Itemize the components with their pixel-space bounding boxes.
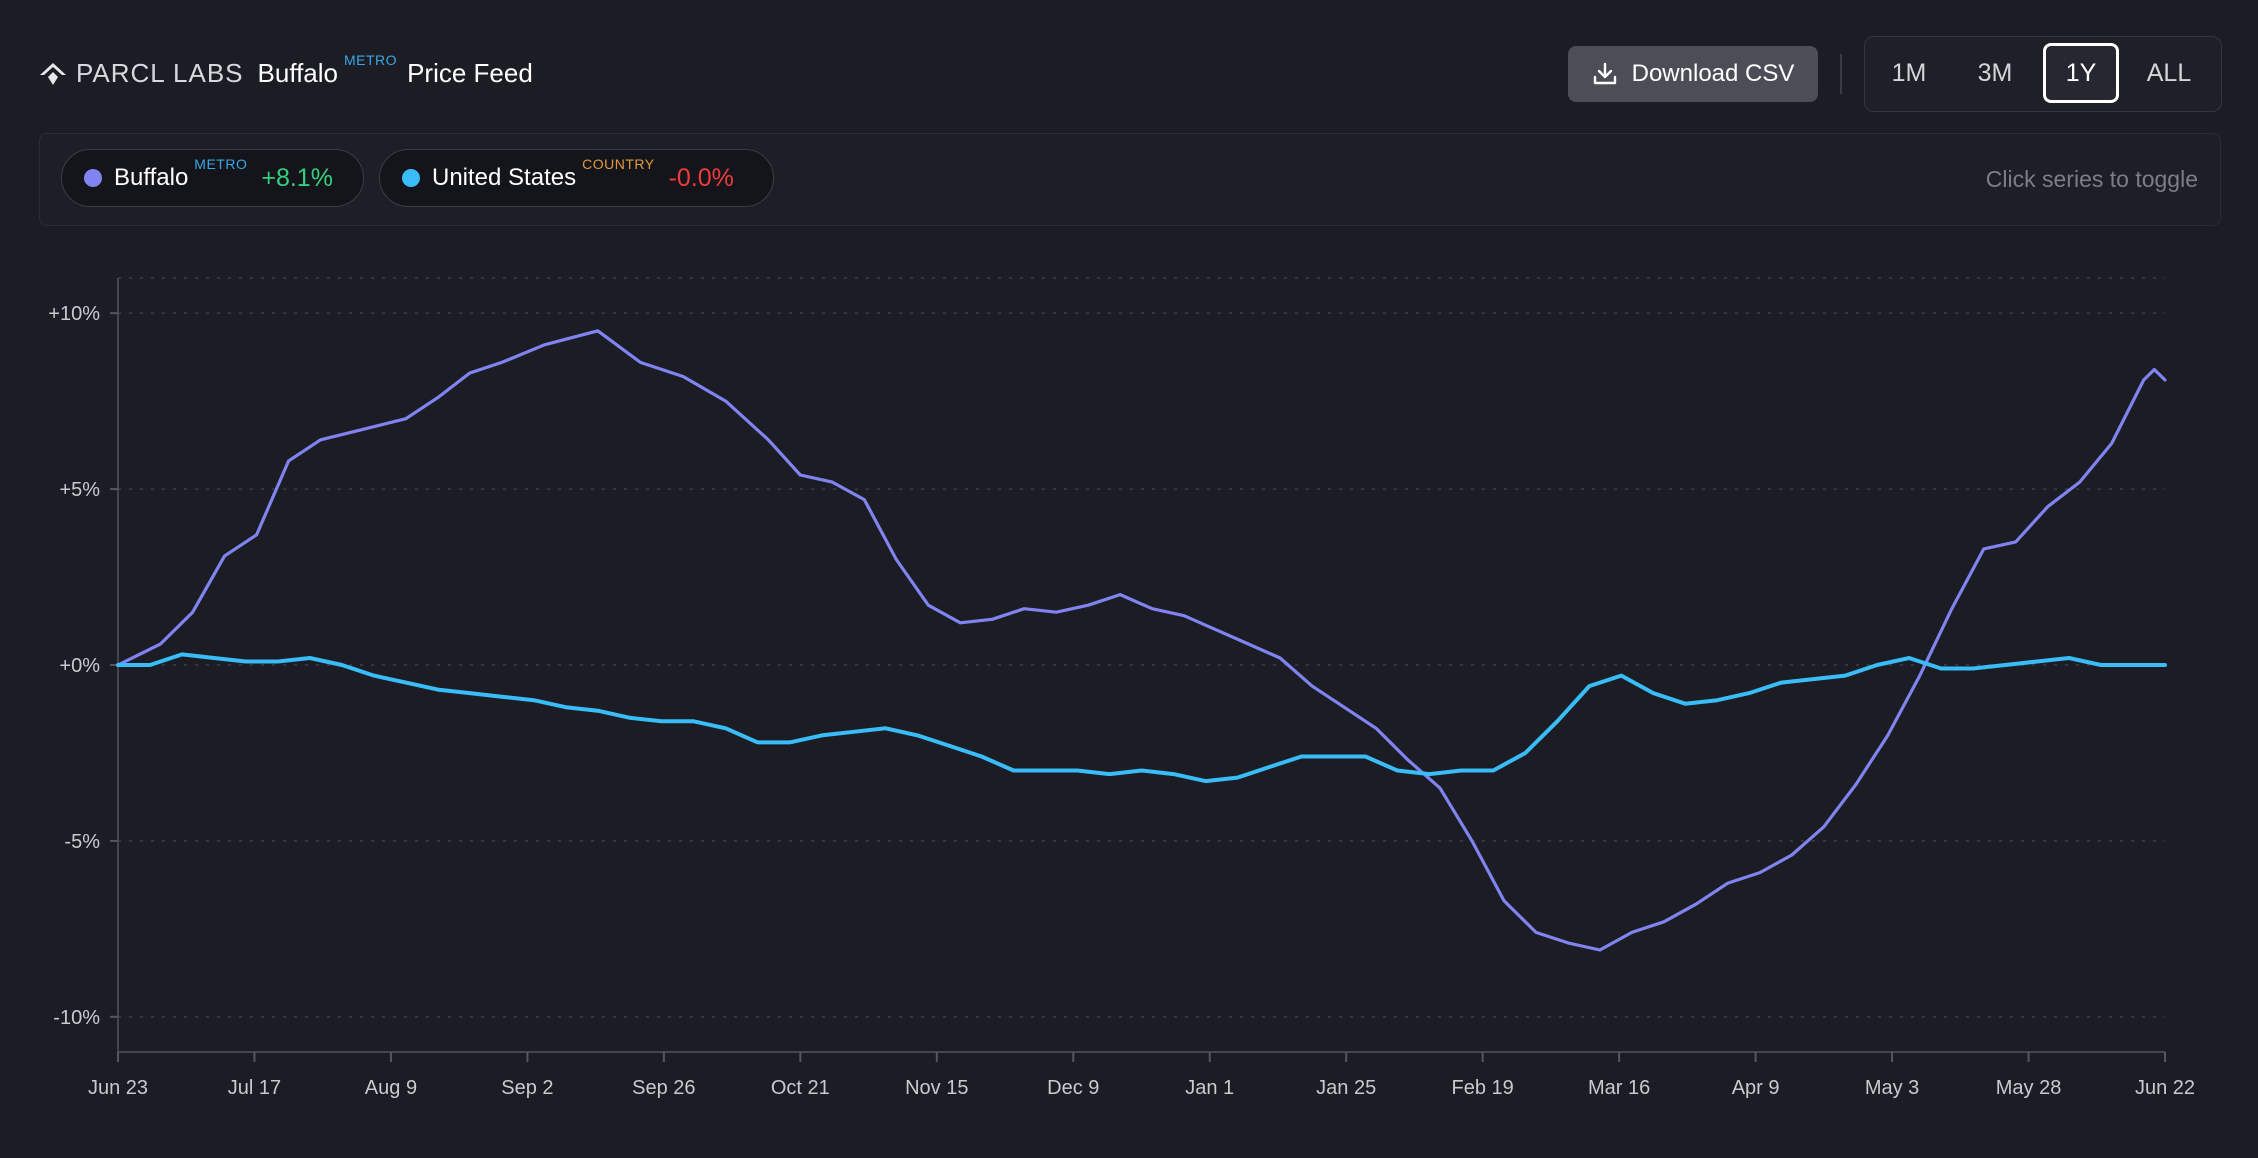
x-tick-label: Oct 21: [771, 1077, 830, 1099]
download-icon: [1593, 62, 1616, 85]
x-tick-label: Jan 25: [1316, 1077, 1376, 1099]
x-tick-label: Mar 16: [1588, 1077, 1650, 1099]
metro-tag: METRO: [344, 51, 398, 68]
legend-item-united-states[interactable]: United States COUNTRY -0.0%: [379, 149, 774, 207]
feed-title: Price Feed: [407, 58, 533, 88]
x-tick-label: Aug 9: [365, 1077, 417, 1099]
legend-change-united-states: -0.0%: [668, 163, 734, 192]
legend-item-buffalo[interactable]: Buffalo METRO +8.1%: [61, 149, 364, 207]
download-csv-button[interactable]: Download CSV: [1568, 46, 1818, 102]
price-chart: +10% +5% +0% -5% -10% Jun 23 Jul 17 Aug 9 Sep 2 S…: [48, 277, 2195, 1099]
series-line-buffalo: [116, 329, 2167, 952]
x-tick-label: Nov 15: [905, 1077, 968, 1099]
x-tick-label: Sep 26: [632, 1077, 695, 1099]
legend-tag-buffalo: METRO: [194, 156, 248, 172]
toolbar-divider: [1840, 54, 1842, 94]
y-tick-label: +5%: [59, 479, 100, 501]
x-tick-label: Jun 23: [88, 1077, 148, 1099]
legend-tag-united-states: COUNTRY: [582, 156, 655, 172]
y-tick-label: -5%: [64, 831, 100, 853]
x-tick-label: Apr 9: [1732, 1077, 1780, 1099]
series-line-united-states: [116, 652, 2167, 784]
x-tick-label: Jan 1: [1185, 1077, 1234, 1099]
range-all-button[interactable]: ALL: [2146, 58, 2192, 87]
y-tick-label: +10%: [48, 303, 100, 325]
header: PARCL LABS Buffalo METRO Price Feed Down…: [38, 36, 2222, 112]
legend-name-buffalo: Buffalo: [114, 164, 189, 191]
parcl-logo-icon: [40, 62, 66, 85]
x-tick-label: Sep 2: [501, 1077, 553, 1099]
x-tick-label: Feb 19: [1452, 1077, 1514, 1099]
x-tick-label: May 28: [1996, 1077, 2062, 1099]
range-3m-button[interactable]: 3M: [1977, 58, 2013, 87]
legend-name-united-states: United States: [432, 164, 577, 191]
legend-change-buffalo: +8.1%: [261, 163, 333, 192]
range-1m-button[interactable]: 1M: [1891, 58, 1927, 87]
legend: Buffalo METRO +8.1% United States COUNTR…: [39, 133, 2221, 226]
logo-text: PARCL LABS: [76, 58, 244, 88]
metro-name: Buffalo: [257, 58, 338, 88]
x-tick-label: Jul 17: [228, 1077, 281, 1099]
time-range-selector: 1M 3M 1Y ALL: [1864, 36, 2222, 112]
x-tick-label: Dec 9: [1047, 1077, 1099, 1099]
y-tick-label: -10%: [53, 1007, 100, 1029]
y-tick-label: +0%: [59, 655, 100, 677]
brand: PARCL LABS Buffalo METRO Price Feed: [38, 52, 533, 89]
toggle-hint: Click series to toggle: [1985, 166, 2198, 192]
x-tick-label: May 3: [1865, 1077, 1919, 1099]
download-csv-label: Download CSV: [1631, 60, 1795, 87]
legend-dot-buffalo: [84, 169, 102, 187]
range-1y-button[interactable]: 1Y: [2043, 43, 2119, 103]
legend-dot-united-states: [402, 169, 420, 187]
x-tick-label: Jun 22: [2135, 1077, 2195, 1099]
